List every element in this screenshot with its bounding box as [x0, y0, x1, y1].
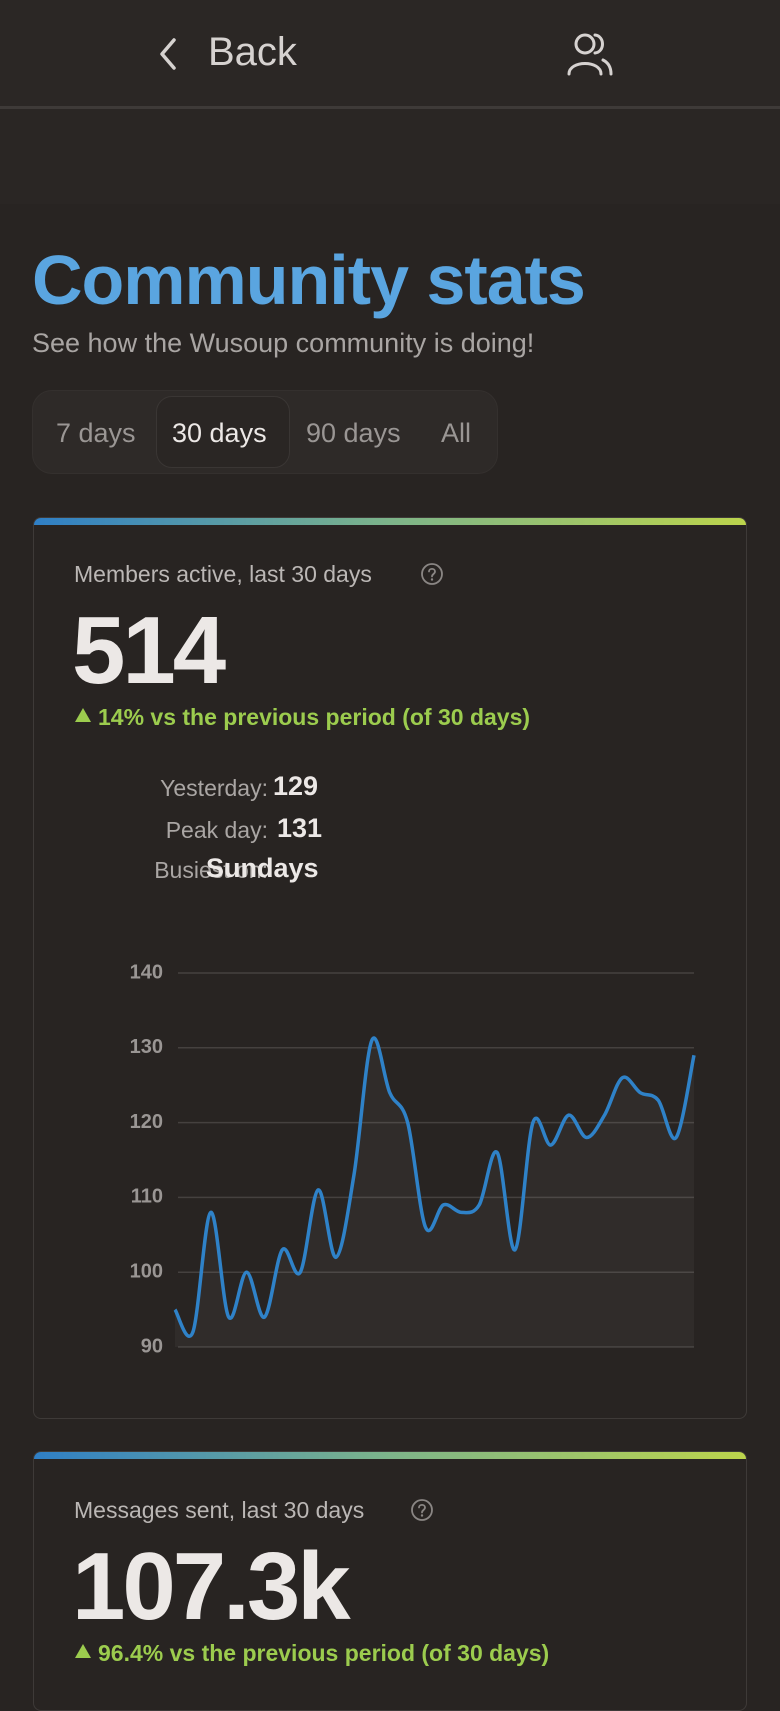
- header: [0, 0, 780, 109]
- tab[interactable]: 30 days: [172, 418, 267, 448]
- stat-value: 129: [273, 771, 319, 801]
- line-area: [175, 1038, 694, 1347]
- line: [173, 1036, 696, 1338]
- page-subtitle: See how the Wusoup community is doing!: [32, 328, 535, 358]
- tab[interactable]: 90 days: [306, 418, 401, 448]
- card-label: Members active, last 30 days: [74, 561, 372, 587]
- help-icon[interactable]: [420, 562, 444, 586]
- chart: 90 100 110 120 130 140: [130, 961, 696, 1357]
- members-icon[interactable]: [565, 30, 615, 78]
- up-arrow: [75, 1644, 91, 1658]
- card-accent: [34, 1452, 746, 1459]
- stat-value: Sundays: [206, 853, 319, 883]
- stat-label: Peak day:: [165, 817, 268, 843]
- card-label: Messages sent, last 30 days: [74, 1497, 365, 1523]
- y-tick-label: 100: [130, 1260, 163, 1282]
- tab[interactable]: 7 days: [56, 418, 136, 448]
- up-arrow: [75, 708, 91, 722]
- help-icon[interactable]: [410, 1498, 434, 1522]
- y-tick-label: 120: [130, 1111, 163, 1133]
- y-tick-label: 110: [131, 1186, 163, 1208]
- stat-label: Yesterday:: [160, 775, 268, 801]
- card-accent: [34, 518, 746, 525]
- y-tick-label: 130: [130, 1036, 163, 1058]
- stat-label: Busiest on:: [154, 857, 268, 883]
- card-change: 14% vs the previous period (of 30 days): [98, 704, 531, 730]
- back-button[interactable]: Back: [208, 30, 297, 74]
- y-tick-label: 90: [141, 1335, 163, 1357]
- tab-selected-bg: [156, 396, 290, 468]
- card-value: 514: [72, 597, 226, 704]
- page-title: Community stats: [32, 241, 586, 319]
- card-change: 96.4% vs the previous period (of 30 days…: [98, 1640, 550, 1666]
- tab[interactable]: All: [441, 418, 472, 448]
- spacer: [0, 109, 780, 204]
- back-icon[interactable]: [150, 34, 190, 74]
- card-value: 107.3k: [72, 1533, 351, 1640]
- card: [33, 517, 747, 1419]
- stat-value: 131: [277, 813, 323, 843]
- y-tick-label: 140: [130, 961, 163, 983]
